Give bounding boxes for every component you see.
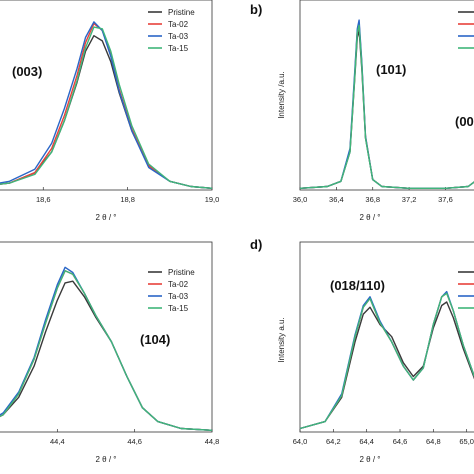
y-axis-label: Intensity a.u. [277, 317, 286, 362]
series-line-ta-02 [299, 22, 474, 190]
panel-a-003-peak: 18,6 18,8 19,0 2 θ / ° (003) Pristine Ta-02 Ta-… [0, 0, 219, 222]
legend-entry: Ta-15 [168, 304, 189, 313]
x-tick-label: 65,0 [459, 437, 474, 446]
x-tick-label: 64,6 [393, 437, 408, 446]
x-tick-label: 36,8 [365, 195, 380, 204]
axes-frame [299, 0, 474, 191]
x-axis-label: 2 θ / ° [96, 213, 117, 222]
x-tick-label: 64,8 [426, 437, 441, 446]
legend-entry: Ta-02 [168, 20, 189, 29]
legend-entry: Pristine [168, 268, 195, 277]
axes-frame [0, 0, 213, 191]
peak-annotation: (003) [12, 64, 42, 79]
panel-letter-b: b) [250, 2, 262, 17]
x-axis-label: 2 θ / ° [360, 455, 381, 464]
legend-entry: Pristine [168, 8, 195, 17]
axes-frame [0, 241, 213, 433]
x-axis-label: 2 θ / ° [96, 455, 117, 464]
series-line-ta-03 [299, 19, 474, 190]
panel-c-104-peak: 44,4 44,6 44,8 2 θ / ° (104) Pristine Ta-02 Ta-… [0, 241, 220, 464]
x-tick-label: 18,6 [36, 195, 51, 204]
legend-entry: Ta-03 [168, 32, 189, 41]
peak-annotation: (018/110) [330, 278, 385, 293]
series-line-pristine [299, 29, 474, 190]
legend-entry: Ta-15 [168, 44, 189, 53]
axes-frame [299, 241, 474, 433]
x-axis-label: 2 θ / ° [360, 213, 381, 222]
panel-b-101-peak: 36,036,436,837,237,638,02 θ / °Intensity… [277, 0, 474, 222]
series-line-pristine [0, 35, 213, 189]
series-line-ta-15 [0, 270, 213, 431]
x-tick-label: 18,8 [120, 195, 135, 204]
x-tick-label: 37,2 [402, 195, 417, 204]
x-tick-label: 64,2 [326, 437, 341, 446]
x-tick-label: 44,8 [205, 437, 220, 446]
series-line-ta-03 [0, 21, 213, 189]
peak-annotation: (101) [376, 62, 406, 77]
x-tick-label: 37,6 [438, 195, 453, 204]
series-line-ta-15 [0, 26, 213, 189]
x-tick-label: 36,4 [329, 195, 344, 204]
legend-entry: Ta-03 [168, 292, 189, 301]
series-line-ta-02 [299, 292, 474, 430]
series-line-ta-03 [299, 290, 474, 430]
x-tick-label: 19,0 [205, 195, 220, 204]
series-line-ta-15 [299, 24, 474, 190]
peak-annotation-secondary: (00 [455, 114, 474, 129]
peak-annotation: (104) [140, 332, 170, 347]
panel-d-018-110-peaks: 64,0 64,2 64,4 64,6 64,8 65,0 2 θ / ° Intensity… [277, 241, 474, 464]
y-axis-label: Intensity /a.u. [277, 71, 286, 119]
legend-entry: Ta-02 [168, 280, 189, 289]
x-tick-label: 44,4 [50, 437, 65, 446]
x-tick-label: 36,0 [293, 195, 308, 204]
panel-letter-d: d) [250, 237, 262, 252]
x-tick-label: 44,6 [127, 437, 142, 446]
x-tick-label: 64,4 [359, 437, 374, 446]
series-line-ta-15 [299, 292, 474, 430]
series-line-pristine [299, 301, 474, 430]
x-tick-label: 64,0 [293, 437, 308, 446]
